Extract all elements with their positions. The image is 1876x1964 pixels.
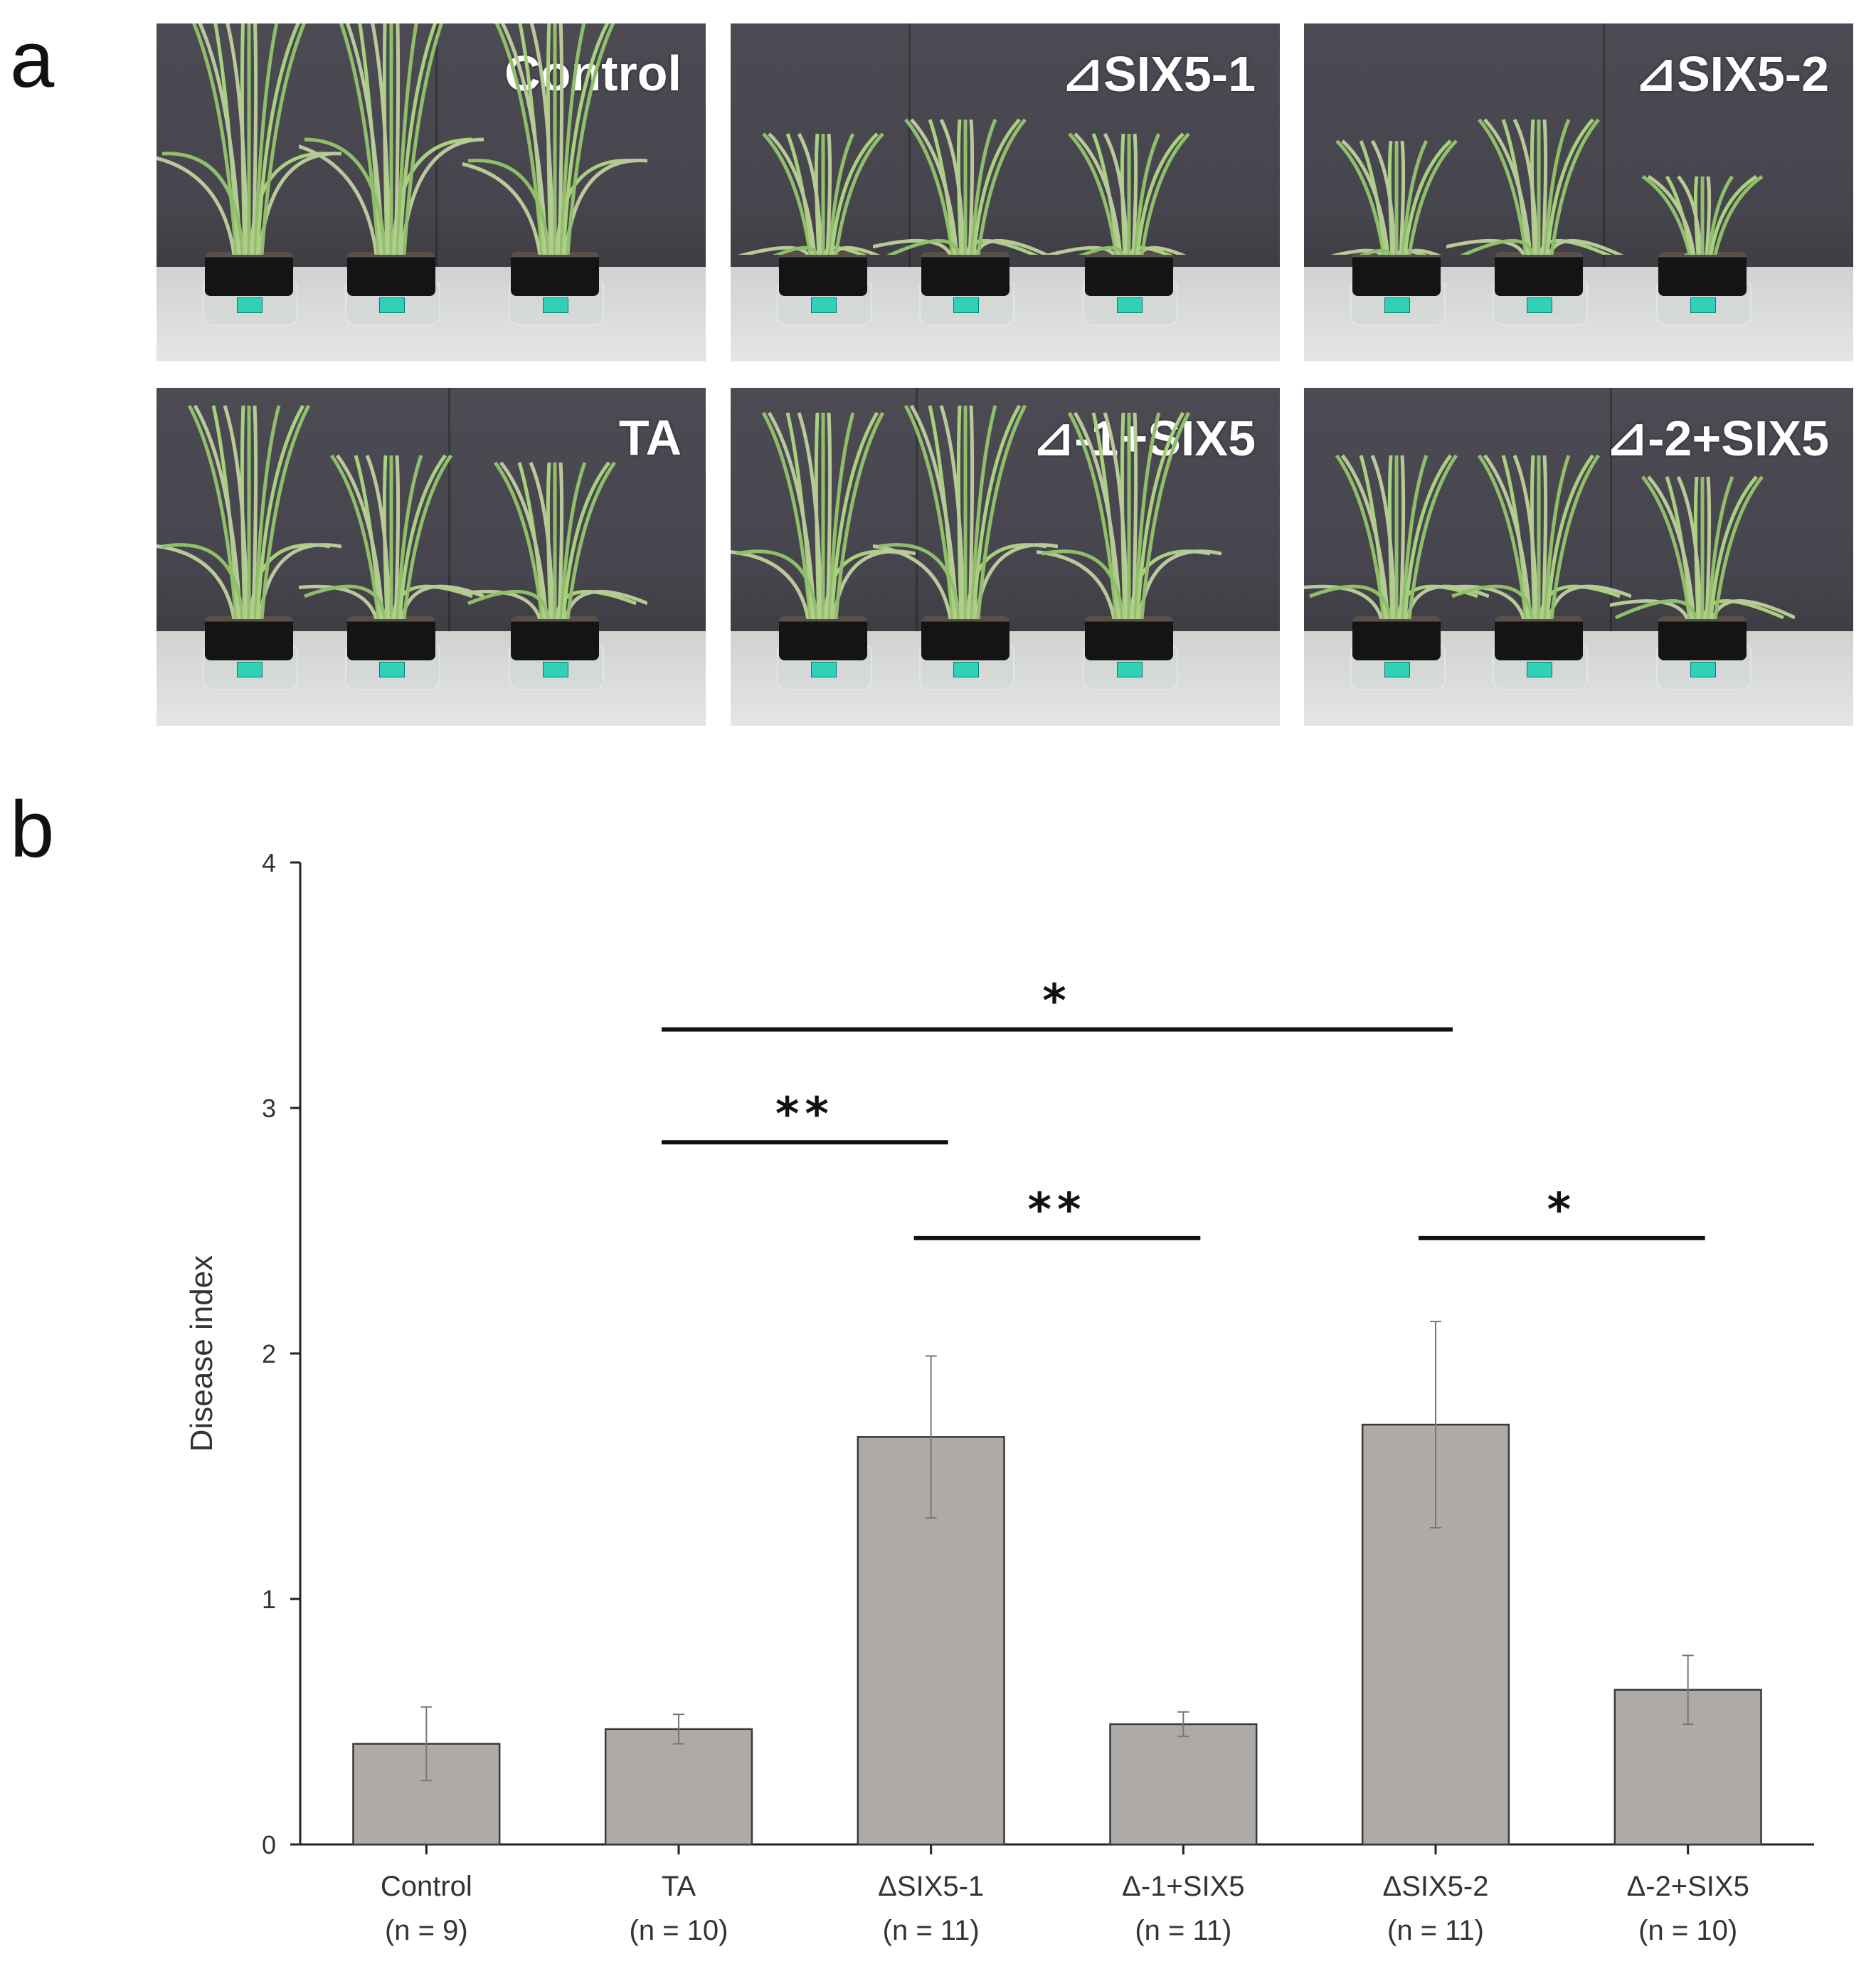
pot-tag xyxy=(1384,662,1410,677)
plant xyxy=(1304,56,1489,255)
significance-label: ** xyxy=(1028,1184,1087,1237)
plant xyxy=(1446,388,1631,619)
photo-dsix5-1: ⊿SIX5-1 xyxy=(731,23,1280,361)
pot xyxy=(1658,616,1747,660)
pot xyxy=(1495,616,1583,660)
pot xyxy=(1352,252,1441,296)
pot-tag xyxy=(237,662,263,677)
chart-labels: Control (n = 9) TA (n = 10) ΔSIX5-1 (n = 11) Δ… xyxy=(381,1871,1749,1946)
significance-label: * xyxy=(1547,1184,1576,1237)
photo-d2-six5: ⊿-2+SIX5 xyxy=(1304,388,1853,726)
x-category-n: (n = 11) xyxy=(1135,1915,1231,1946)
plant xyxy=(1610,91,1795,255)
pot xyxy=(1352,616,1441,660)
pot xyxy=(205,252,293,296)
pot-tag xyxy=(953,662,979,677)
y-tick-label: 2 xyxy=(262,1339,276,1368)
plant xyxy=(873,34,1058,255)
plant xyxy=(1610,391,1795,619)
pot xyxy=(921,616,1009,660)
photo-ta: TA xyxy=(157,388,706,726)
pot-tag xyxy=(811,662,837,677)
pot-tag xyxy=(237,297,263,313)
pot-tag xyxy=(1384,297,1410,313)
pot xyxy=(347,616,435,660)
plant xyxy=(299,23,484,255)
plant xyxy=(873,388,1058,619)
panel-a-letter: a xyxy=(10,15,55,104)
pot xyxy=(511,616,599,660)
pot-tag xyxy=(1117,297,1143,313)
x-category-label: ΔSIX5-1 xyxy=(878,1871,984,1902)
plant xyxy=(1037,48,1221,255)
pot-tag xyxy=(379,662,405,677)
photo-label: ⊿SIX5-2 xyxy=(1635,46,1829,102)
photo-label: TA xyxy=(618,410,682,465)
chart-bars xyxy=(352,1321,1762,1846)
chart-axes: 0 1 2 3 4 Disease index xyxy=(184,848,1814,1859)
x-category-label: Δ-1+SIX5 xyxy=(1122,1871,1244,1902)
pot-tag xyxy=(1527,662,1552,677)
pot xyxy=(779,252,867,296)
panel-b-letter: b xyxy=(10,785,55,874)
pot xyxy=(1085,616,1173,660)
x-category-n: (n = 9) xyxy=(385,1915,468,1946)
plant xyxy=(731,388,916,619)
pot-tag xyxy=(1527,297,1552,313)
pot xyxy=(779,616,867,660)
plant xyxy=(1446,34,1631,255)
plant xyxy=(731,48,916,255)
pot xyxy=(1085,252,1173,296)
plant xyxy=(462,23,647,255)
x-category-n: (n = 10) xyxy=(630,1915,728,1946)
bar-3 xyxy=(1109,1723,1258,1846)
significance-label: ** xyxy=(775,1088,834,1141)
pot-tag xyxy=(543,662,568,677)
plant xyxy=(157,388,341,619)
bar-1 xyxy=(604,1728,753,1846)
photo-label: ⊿-2+SIX5 xyxy=(1606,411,1829,466)
pot xyxy=(511,252,599,296)
significance-markers: ***** * xyxy=(662,976,1705,1240)
photo-dsix5-2: ⊿SIX5-2 xyxy=(1304,23,1853,361)
y-axis-label: Disease index xyxy=(184,1255,219,1452)
y-tick-label: 0 xyxy=(262,1830,276,1859)
x-category-n: (n = 10) xyxy=(1638,1915,1737,1946)
plant xyxy=(1304,388,1489,619)
plant xyxy=(462,388,647,619)
photo-d1-six5: ⊿-1+SIX5 xyxy=(731,388,1280,726)
pot-tag xyxy=(1117,662,1143,677)
pot xyxy=(1495,252,1583,296)
pot-tag xyxy=(379,297,405,313)
pot-tag xyxy=(1690,297,1716,313)
pot xyxy=(921,252,1009,296)
bar-chart: 0 1 2 3 4 Disease index Control (n = 9) TA (n = … xyxy=(184,848,1814,1946)
x-category-label: TA xyxy=(662,1871,696,1902)
pot-tag xyxy=(811,297,837,313)
x-category-label: ΔSIX5-2 xyxy=(1382,1871,1488,1902)
pot-tag xyxy=(953,297,979,313)
significance-label: * xyxy=(1042,976,1071,1028)
x-category-label: Δ-2+SIX5 xyxy=(1626,1871,1749,1902)
plant xyxy=(157,23,341,255)
x-category-n: (n = 11) xyxy=(883,1915,980,1946)
pot xyxy=(1658,252,1747,296)
pot-tag xyxy=(1690,662,1716,677)
y-tick-label: 4 xyxy=(262,848,276,877)
x-category-n: (n = 11) xyxy=(1387,1915,1484,1946)
photo-label: ⊿-1+SIX5 xyxy=(1032,411,1256,466)
y-tick-label: 3 xyxy=(262,1094,276,1123)
plant xyxy=(1037,388,1221,619)
y-tick-label: 1 xyxy=(262,1585,276,1614)
pot xyxy=(347,252,435,296)
photo-label: ⊿SIX5-1 xyxy=(1061,46,1256,102)
photo-control: Control xyxy=(157,23,706,361)
plant xyxy=(299,388,484,619)
x-category-label: Control xyxy=(381,1871,472,1902)
pot xyxy=(205,616,293,660)
pot-tag xyxy=(543,297,568,313)
